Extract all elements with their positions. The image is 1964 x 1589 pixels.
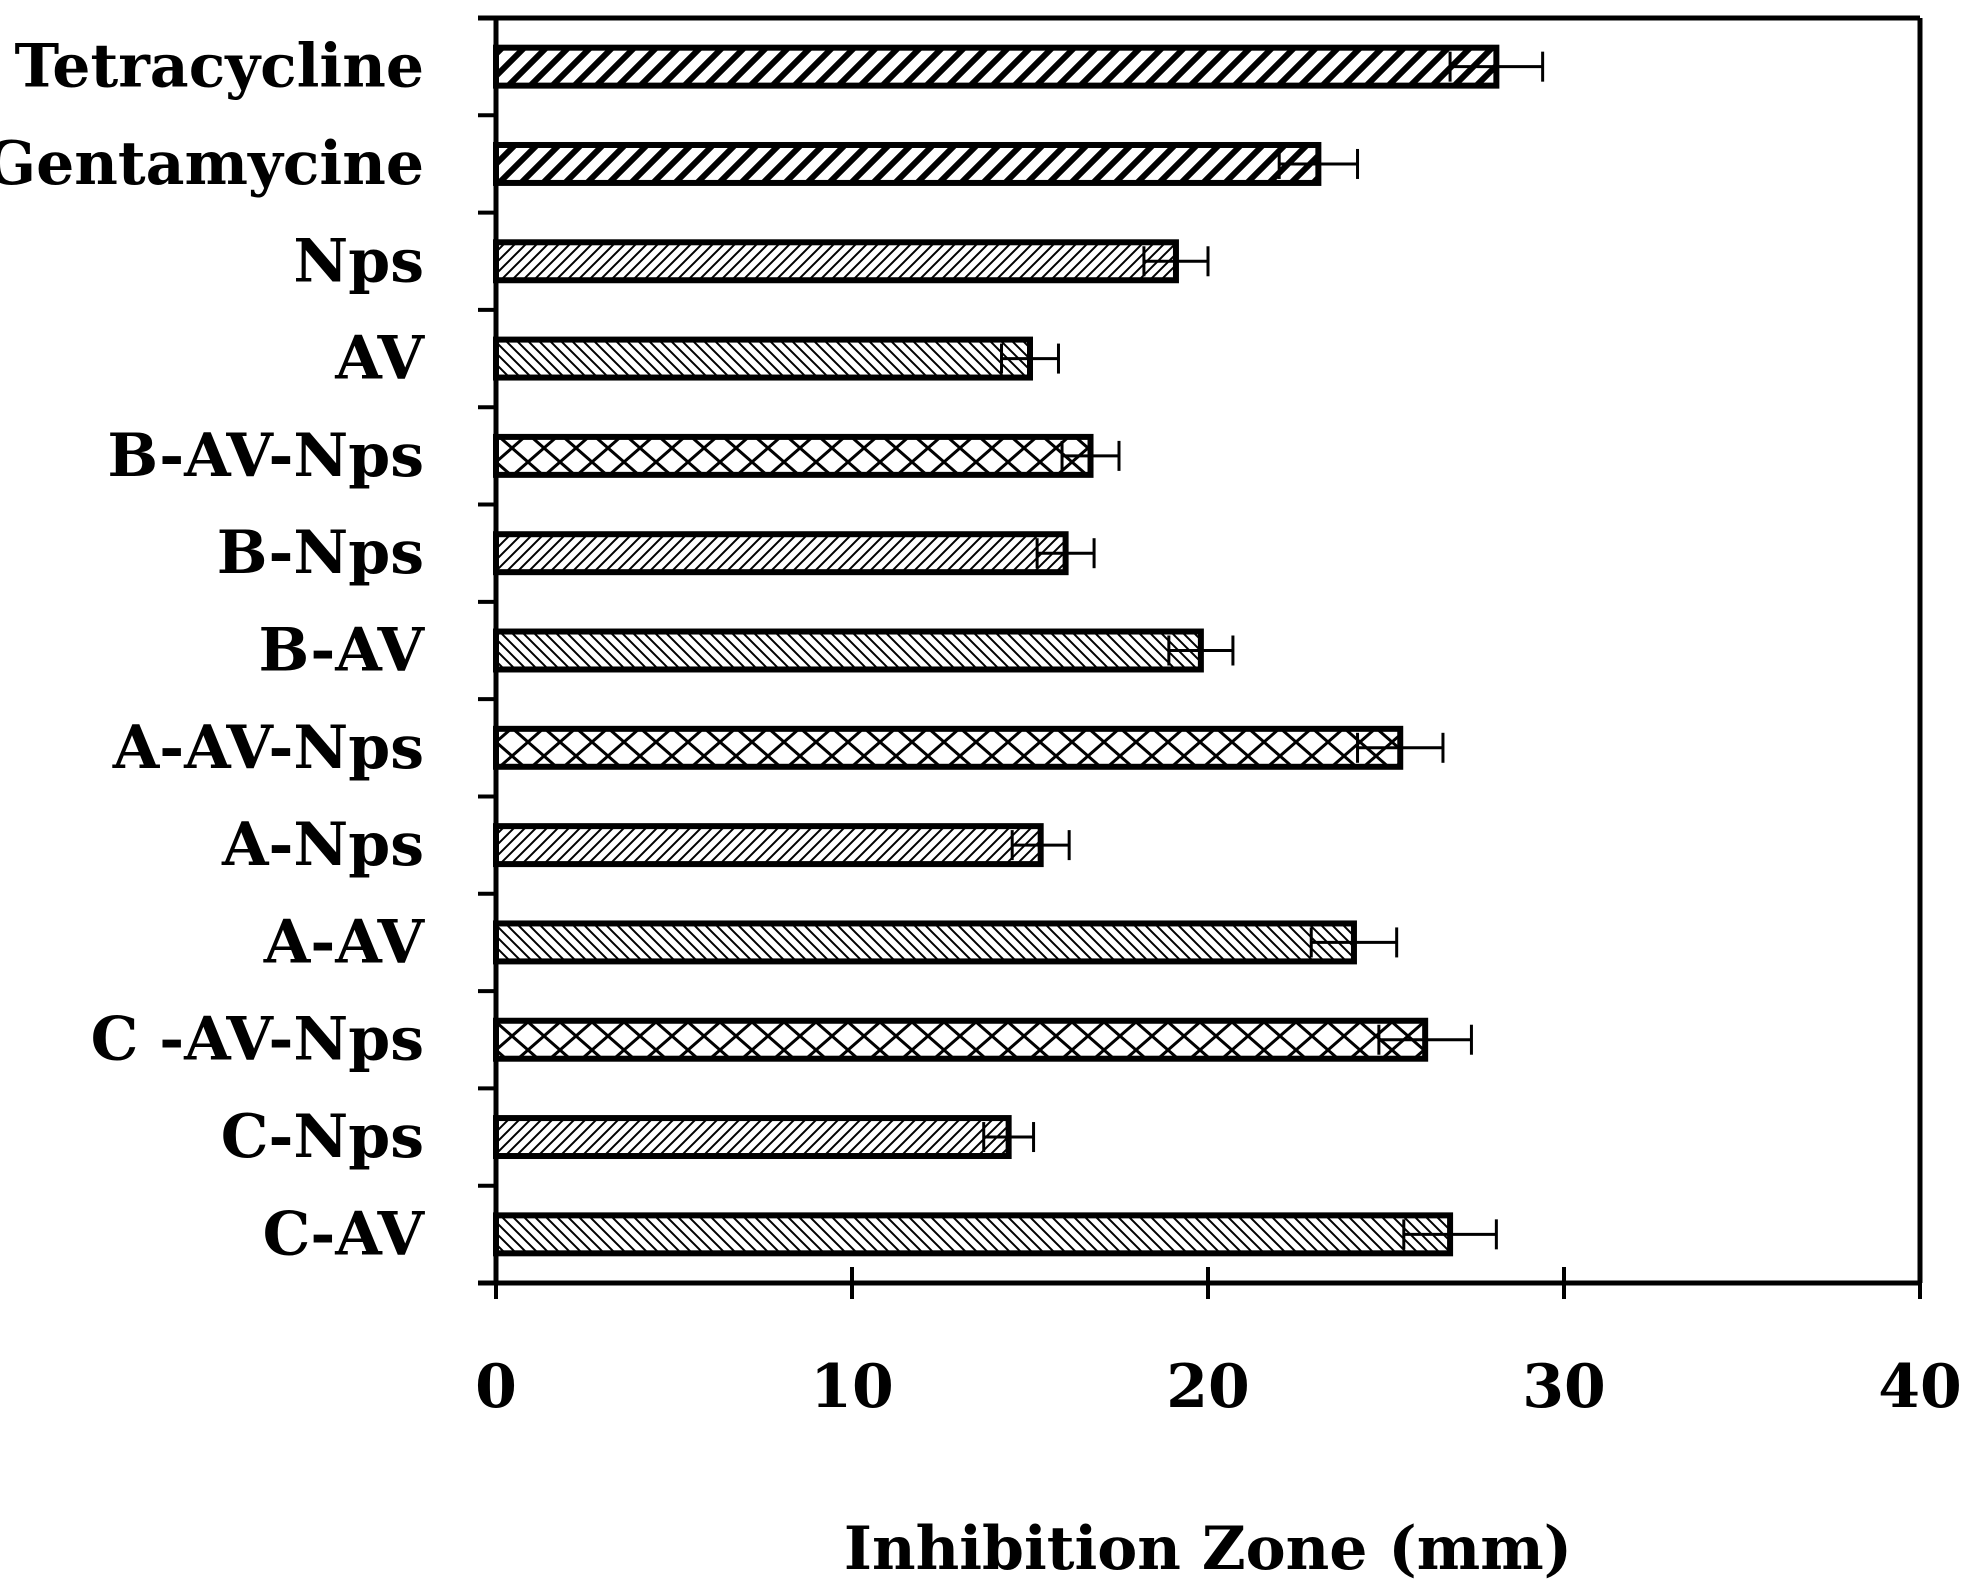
category-label: A-AV-Nps	[112, 713, 424, 783]
y-ticks	[478, 16, 496, 1285]
category-label: C-Nps	[221, 1102, 424, 1172]
category-label: B-AV	[259, 616, 426, 686]
category-label: B-AV-Nps	[107, 421, 424, 491]
x-axis-title: Inhibition Zone (mm)	[844, 1514, 1572, 1584]
category-label: Tetracycline	[15, 32, 424, 102]
bar	[493, 920, 1357, 965]
category-label: B-Nps	[217, 518, 424, 588]
category-label: AV	[334, 324, 425, 394]
category-label: Gentamycine	[0, 129, 424, 199]
bar	[493, 433, 1094, 478]
bar	[493, 531, 1069, 576]
bars-layer	[493, 44, 1500, 1257]
bar	[493, 628, 1204, 673]
x-tick-label: 20	[1166, 1352, 1250, 1422]
x-tick-label: 10	[810, 1352, 894, 1422]
bar	[493, 823, 1044, 868]
category-label: A-AV	[263, 907, 426, 977]
bar	[493, 44, 1500, 89]
x-tick-label: 0	[475, 1352, 517, 1422]
category-label: C-AV	[263, 1199, 426, 1269]
category-label: C -AV-Nps	[91, 1005, 424, 1075]
bar	[493, 141, 1322, 186]
bar	[493, 1212, 1454, 1257]
error-bars-layer	[982, 51, 1545, 1250]
bar	[493, 1017, 1429, 1062]
bar	[493, 725, 1404, 770]
category-label: A-Nps	[221, 810, 424, 880]
x-ticks	[494, 1267, 1922, 1299]
category-label: Nps	[293, 226, 424, 296]
x-tick-label: 40	[1878, 1352, 1962, 1422]
category-labels: Tetracycline Gentamycine Nps AV B-AV-Nps B-Np…	[0, 32, 425, 1270]
x-tick-labels: 0 10 20 30 40	[475, 1352, 1962, 1422]
bar	[493, 239, 1179, 284]
bar	[493, 336, 1033, 381]
bar	[493, 1115, 1012, 1160]
x-tick-label: 30	[1522, 1352, 1606, 1422]
